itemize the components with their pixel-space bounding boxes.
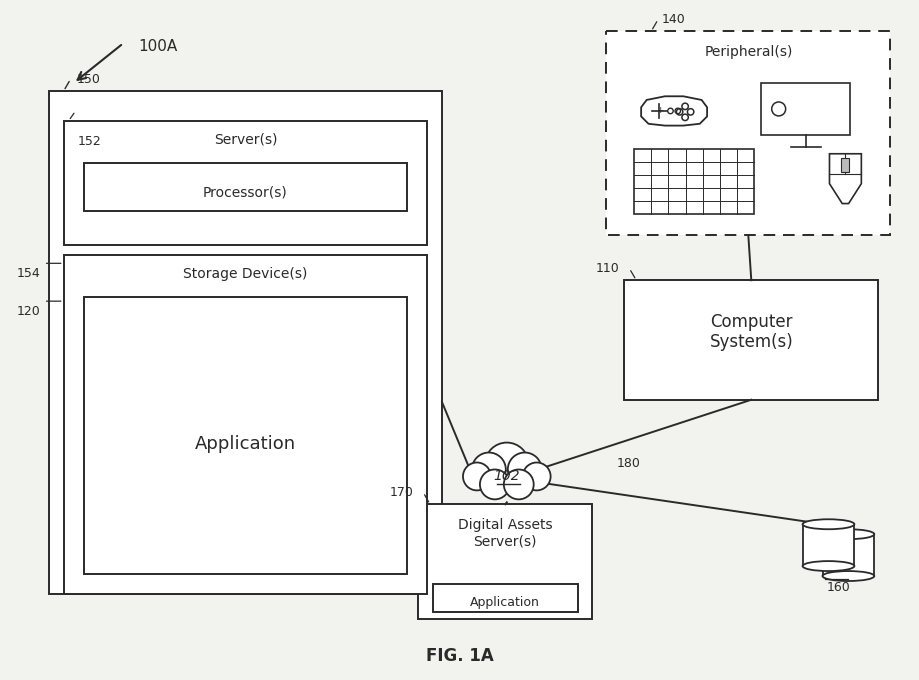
Bar	[418, 505, 593, 619]
Text: Processor(s): Processor(s)	[203, 186, 288, 200]
Bar	[761, 83, 850, 135]
Text: Digital Assets
Server(s): Digital Assets Server(s)	[458, 518, 552, 549]
Bar	[433, 584, 577, 612]
Bar	[634, 149, 754, 214]
Bar	[63, 256, 427, 594]
Circle shape	[463, 462, 491, 490]
Text: Server(s): Server(s)	[213, 133, 278, 147]
Polygon shape	[830, 154, 861, 203]
Circle shape	[472, 452, 505, 486]
Text: 110: 110	[596, 262, 619, 275]
Text: Storage Device(s): Storage Device(s)	[183, 267, 308, 282]
Text: 150: 150	[76, 73, 100, 86]
Text: 170: 170	[390, 486, 414, 499]
Bar	[84, 163, 407, 211]
Text: 102: 102	[494, 469, 520, 483]
Text: 154: 154	[17, 267, 40, 280]
Ellipse shape	[823, 529, 874, 539]
Bar	[842, 158, 849, 171]
Text: 120: 120	[17, 305, 40, 318]
Text: 100A: 100A	[139, 39, 177, 54]
Circle shape	[523, 462, 550, 490]
Text: 160: 160	[826, 581, 850, 594]
Bar	[607, 31, 891, 235]
Text: 140: 140	[661, 14, 685, 27]
Text: Application: Application	[471, 596, 540, 609]
Circle shape	[508, 452, 541, 486]
Circle shape	[504, 469, 534, 499]
Circle shape	[485, 443, 528, 486]
Text: Peripheral(s): Peripheral(s)	[704, 45, 792, 59]
Ellipse shape	[802, 561, 855, 571]
Bar	[84, 297, 407, 574]
Bar	[49, 91, 442, 594]
Text: FIG. 1A: FIG. 1A	[426, 647, 494, 665]
Bar	[802, 524, 855, 566]
Ellipse shape	[802, 520, 855, 529]
Bar	[624, 280, 879, 400]
Bar	[823, 534, 874, 576]
Text: 152: 152	[77, 135, 101, 148]
Bar	[63, 121, 427, 245]
Ellipse shape	[823, 571, 874, 581]
Text: Computer
System(s): Computer System(s)	[709, 313, 793, 352]
Text: +: +	[656, 107, 664, 116]
Text: Application: Application	[195, 435, 296, 453]
Text: 180: 180	[617, 456, 641, 469]
Circle shape	[480, 469, 510, 499]
